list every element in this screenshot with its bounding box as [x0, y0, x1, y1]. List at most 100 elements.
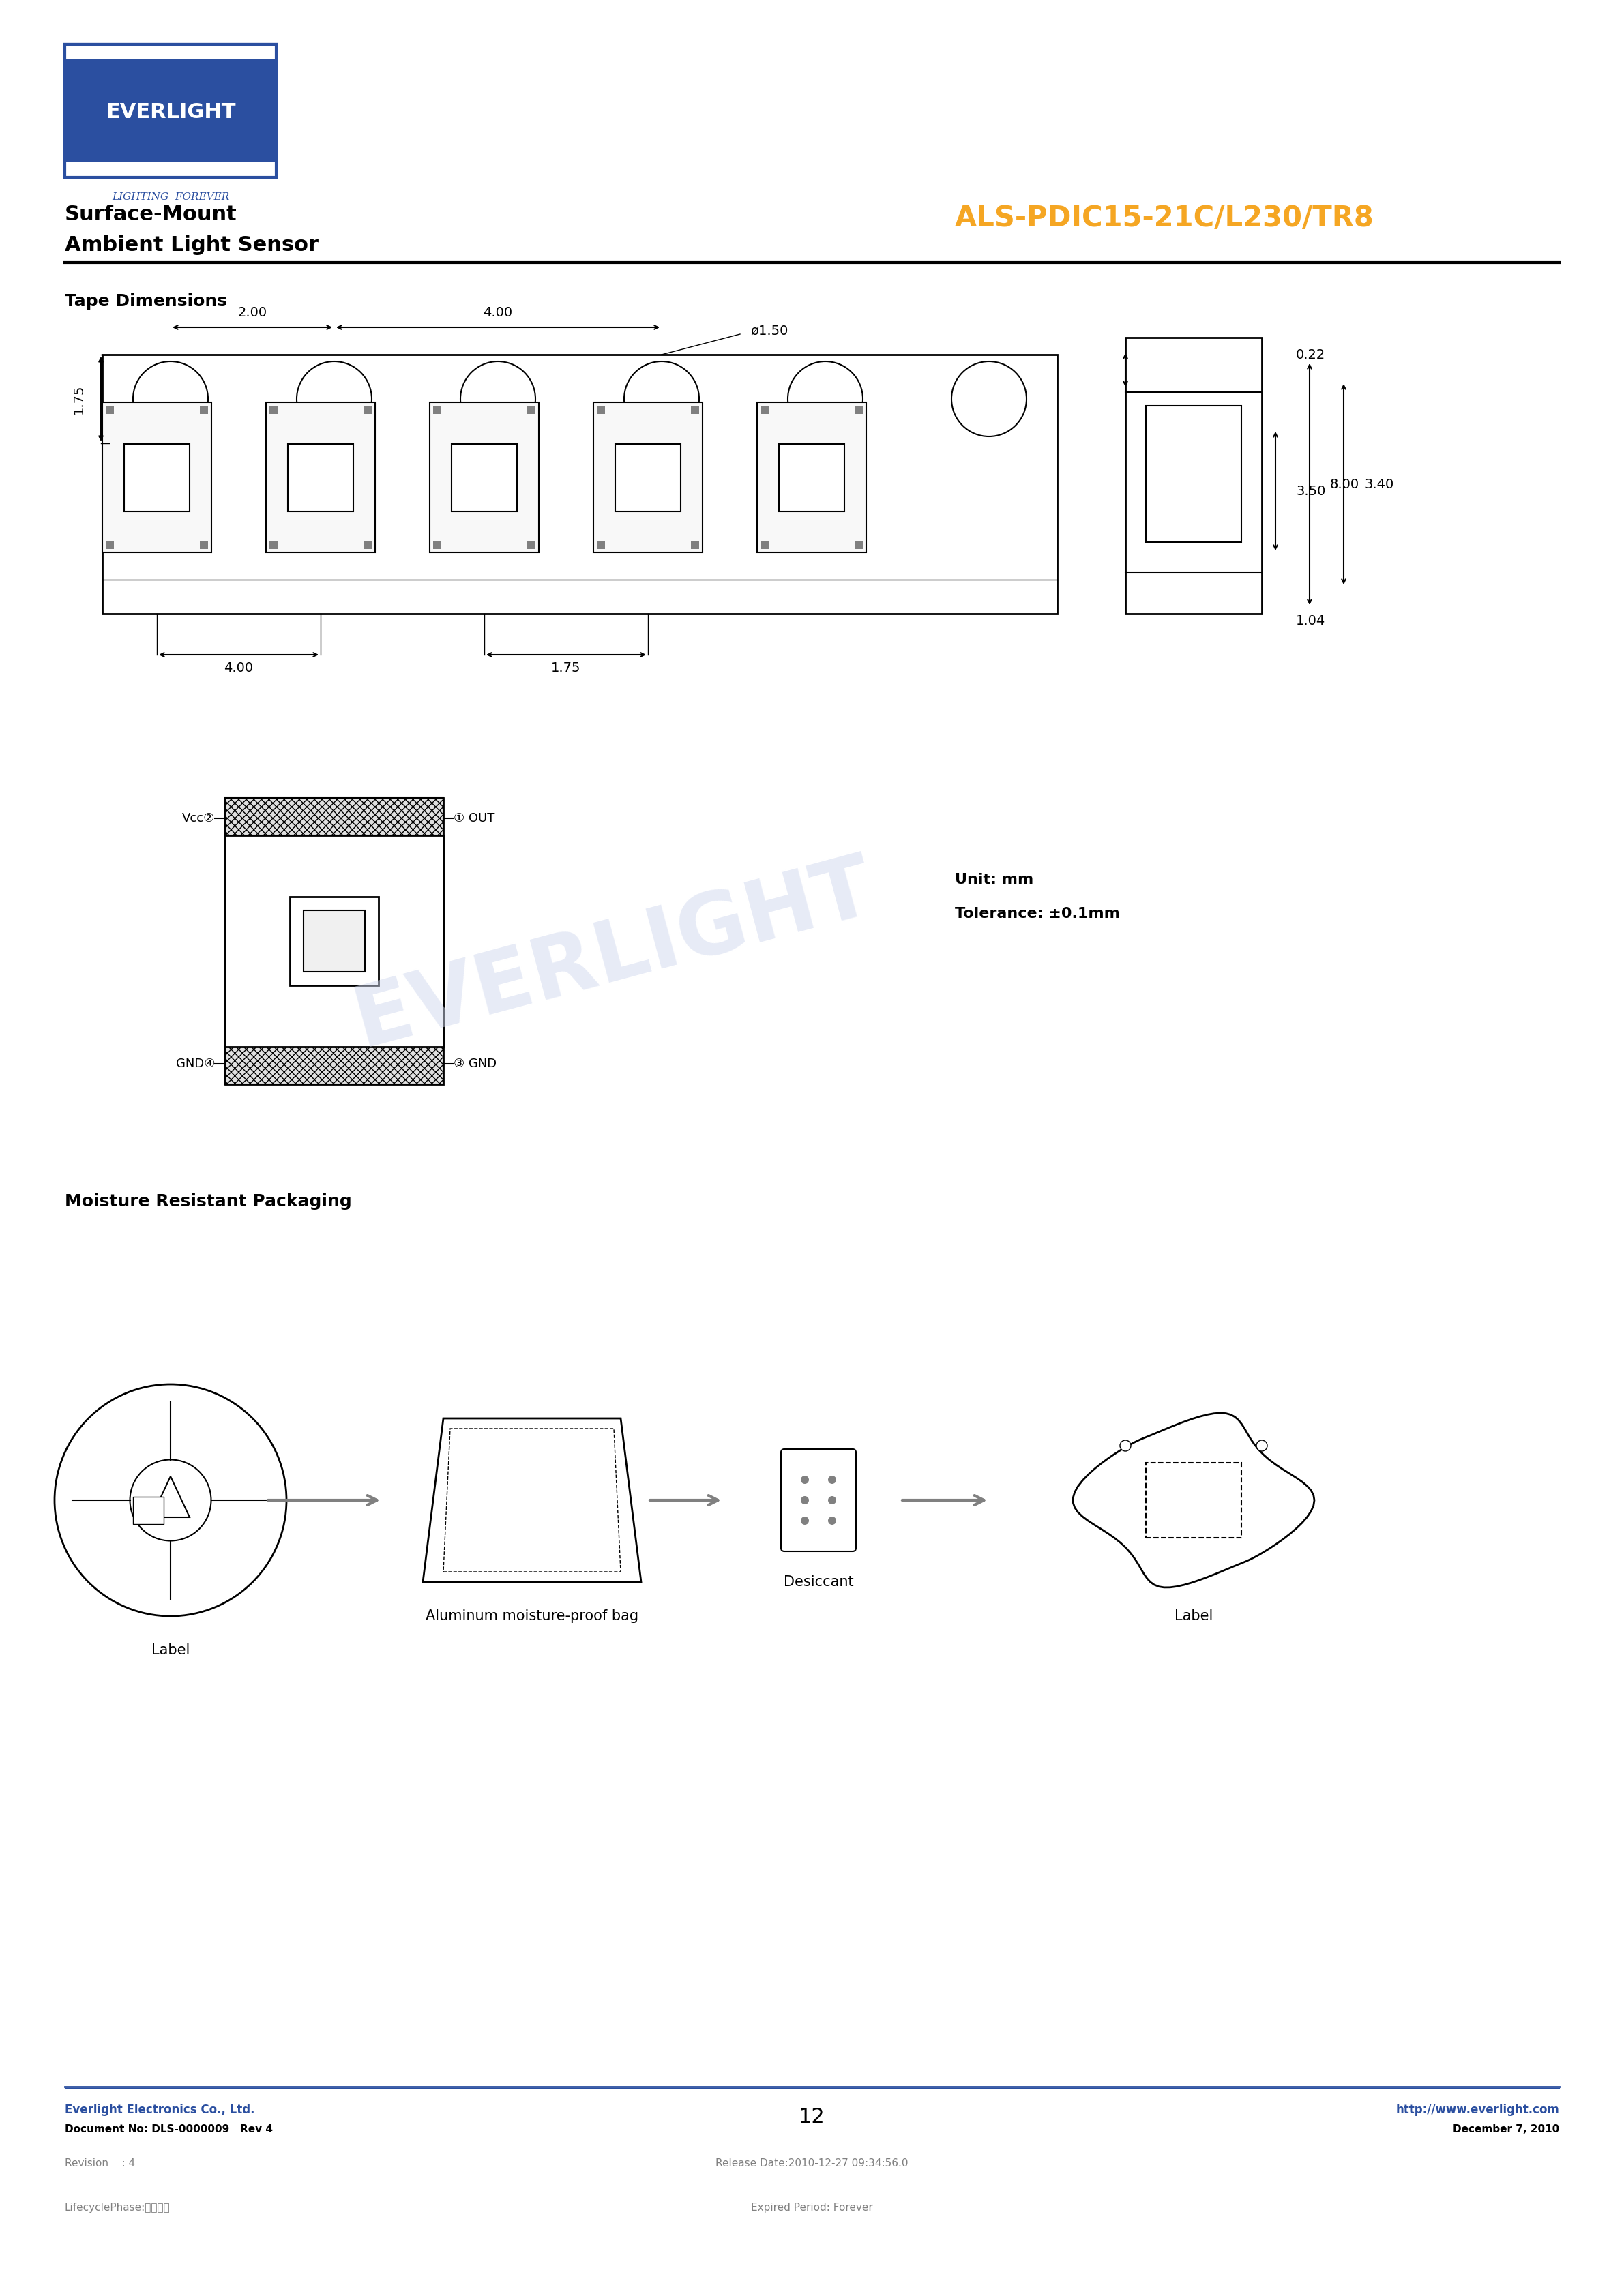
Bar [596, 406, 606, 413]
FancyBboxPatch shape [65, 44, 276, 177]
Bar [760, 542, 768, 549]
Bar [451, 443, 516, 512]
Bar [270, 542, 278, 549]
Text: Release Date:2010-12-27 09:34:56.0: Release Date:2010-12-27 09:34:56.0 [715, 2158, 908, 2167]
Bar [266, 402, 375, 553]
Circle shape [133, 360, 208, 436]
FancyBboxPatch shape [781, 1449, 856, 1552]
Text: EVERLIGHT: EVERLIGHT [106, 103, 235, 122]
Bar [596, 542, 606, 549]
Text: LifecyclePhase:正式發行: LifecyclePhase:正式發行 [65, 2202, 171, 2213]
Text: Desiccant: Desiccant [783, 1575, 854, 1589]
Bar [200, 406, 208, 413]
Bar [106, 542, 114, 549]
Bar [123, 443, 190, 512]
Bar [364, 406, 372, 413]
Text: Tolerance: ±0.1mm: Tolerance: ±0.1mm [955, 907, 1121, 921]
Polygon shape [422, 1419, 641, 1582]
Text: LIGHTING  FOREVER: LIGHTING FOREVER [112, 193, 229, 202]
Bar [287, 443, 354, 512]
Circle shape [130, 1460, 211, 1541]
Circle shape [1121, 1440, 1130, 1451]
Bar [430, 402, 539, 553]
Text: ① OUT: ① OUT [453, 813, 495, 824]
Bar [102, 354, 1057, 613]
Circle shape [801, 1518, 809, 1525]
Circle shape [828, 1476, 836, 1483]
Text: ø1.50: ø1.50 [750, 324, 788, 338]
Circle shape [952, 360, 1026, 436]
Bar [102, 402, 211, 553]
Circle shape [55, 1384, 286, 1616]
Text: Expired Period: Forever: Expired Period: Forever [750, 2202, 872, 2213]
Bar [690, 406, 698, 413]
Circle shape [801, 1476, 809, 1483]
Text: 4.00: 4.00 [484, 305, 513, 319]
Bar [106, 406, 114, 413]
Text: 1.75: 1.75 [71, 383, 84, 413]
Bar [854, 542, 862, 549]
Bar [67, 60, 274, 161]
Bar [65, 44, 276, 177]
Text: Unit: mm: Unit: mm [955, 872, 1033, 886]
Polygon shape [1073, 1412, 1314, 1587]
Text: GND④: GND④ [175, 1058, 214, 1070]
Bar [200, 542, 208, 549]
Text: ③ GND: ③ GND [453, 1058, 497, 1070]
Bar [760, 406, 768, 413]
Bar [289, 898, 378, 985]
Circle shape [801, 1497, 809, 1504]
Text: Surface-Mount: Surface-Mount [65, 204, 237, 225]
Bar [528, 542, 536, 549]
Bar [226, 1047, 443, 1084]
Circle shape [460, 360, 536, 436]
Bar [226, 797, 443, 1084]
Circle shape [828, 1518, 836, 1525]
Bar [226, 836, 443, 1047]
Bar [226, 797, 443, 836]
Text: Moisture Resistant Packaging: Moisture Resistant Packaging [65, 1194, 352, 1210]
Text: http://www.everlight.com: http://www.everlight.com [1395, 2103, 1559, 2117]
Text: ALS-PDIC15-21C/L230/TR8: ALS-PDIC15-21C/L230/TR8 [955, 204, 1374, 232]
Circle shape [788, 360, 862, 436]
Text: 8.00: 8.00 [1330, 478, 1359, 491]
Bar [434, 542, 442, 549]
Text: Revision    : 4: Revision : 4 [65, 2158, 135, 2167]
Bar [757, 402, 866, 553]
Text: 3.40: 3.40 [1364, 478, 1393, 491]
Bar [1147, 1463, 1241, 1538]
Bar [434, 406, 442, 413]
Text: Everlight Electronics Co., Ltd.: Everlight Electronics Co., Ltd. [65, 2103, 255, 2117]
Bar [1147, 406, 1241, 542]
Bar [615, 443, 680, 512]
Text: Ambient Light Sensor: Ambient Light Sensor [65, 234, 318, 255]
Bar [364, 542, 372, 549]
Text: Document No: DLS-0000009   Rev 4: Document No: DLS-0000009 Rev 4 [65, 2124, 273, 2135]
Text: 3.50: 3.50 [1296, 484, 1325, 498]
Bar [270, 406, 278, 413]
Bar [65, 44, 276, 60]
Circle shape [828, 1497, 836, 1504]
Bar [1125, 338, 1262, 613]
Bar [854, 406, 862, 413]
Text: 0.22: 0.22 [1296, 349, 1325, 360]
Text: 4.00: 4.00 [224, 661, 253, 675]
Bar [65, 163, 276, 177]
Bar [133, 1497, 164, 1525]
Text: 2.00: 2.00 [237, 305, 266, 319]
Text: December 7, 2010: December 7, 2010 [1452, 2124, 1559, 2135]
Bar [304, 909, 365, 971]
Circle shape [624, 360, 698, 436]
Bar [528, 406, 536, 413]
Text: EVERLIGHT: EVERLIGHT [346, 845, 882, 1063]
Text: Label: Label [151, 1644, 190, 1658]
Bar [780, 443, 844, 512]
Text: 1.75: 1.75 [551, 661, 581, 675]
Circle shape [1257, 1440, 1267, 1451]
Text: Label: Label [1174, 1609, 1213, 1623]
Bar [593, 402, 703, 553]
Text: Aluminum moisture-proof bag: Aluminum moisture-proof bag [425, 1609, 638, 1623]
Text: 1.04: 1.04 [1296, 613, 1325, 627]
Text: Vcc②: Vcc② [182, 813, 214, 824]
Text: Tape Dimensions: Tape Dimensions [65, 294, 227, 310]
